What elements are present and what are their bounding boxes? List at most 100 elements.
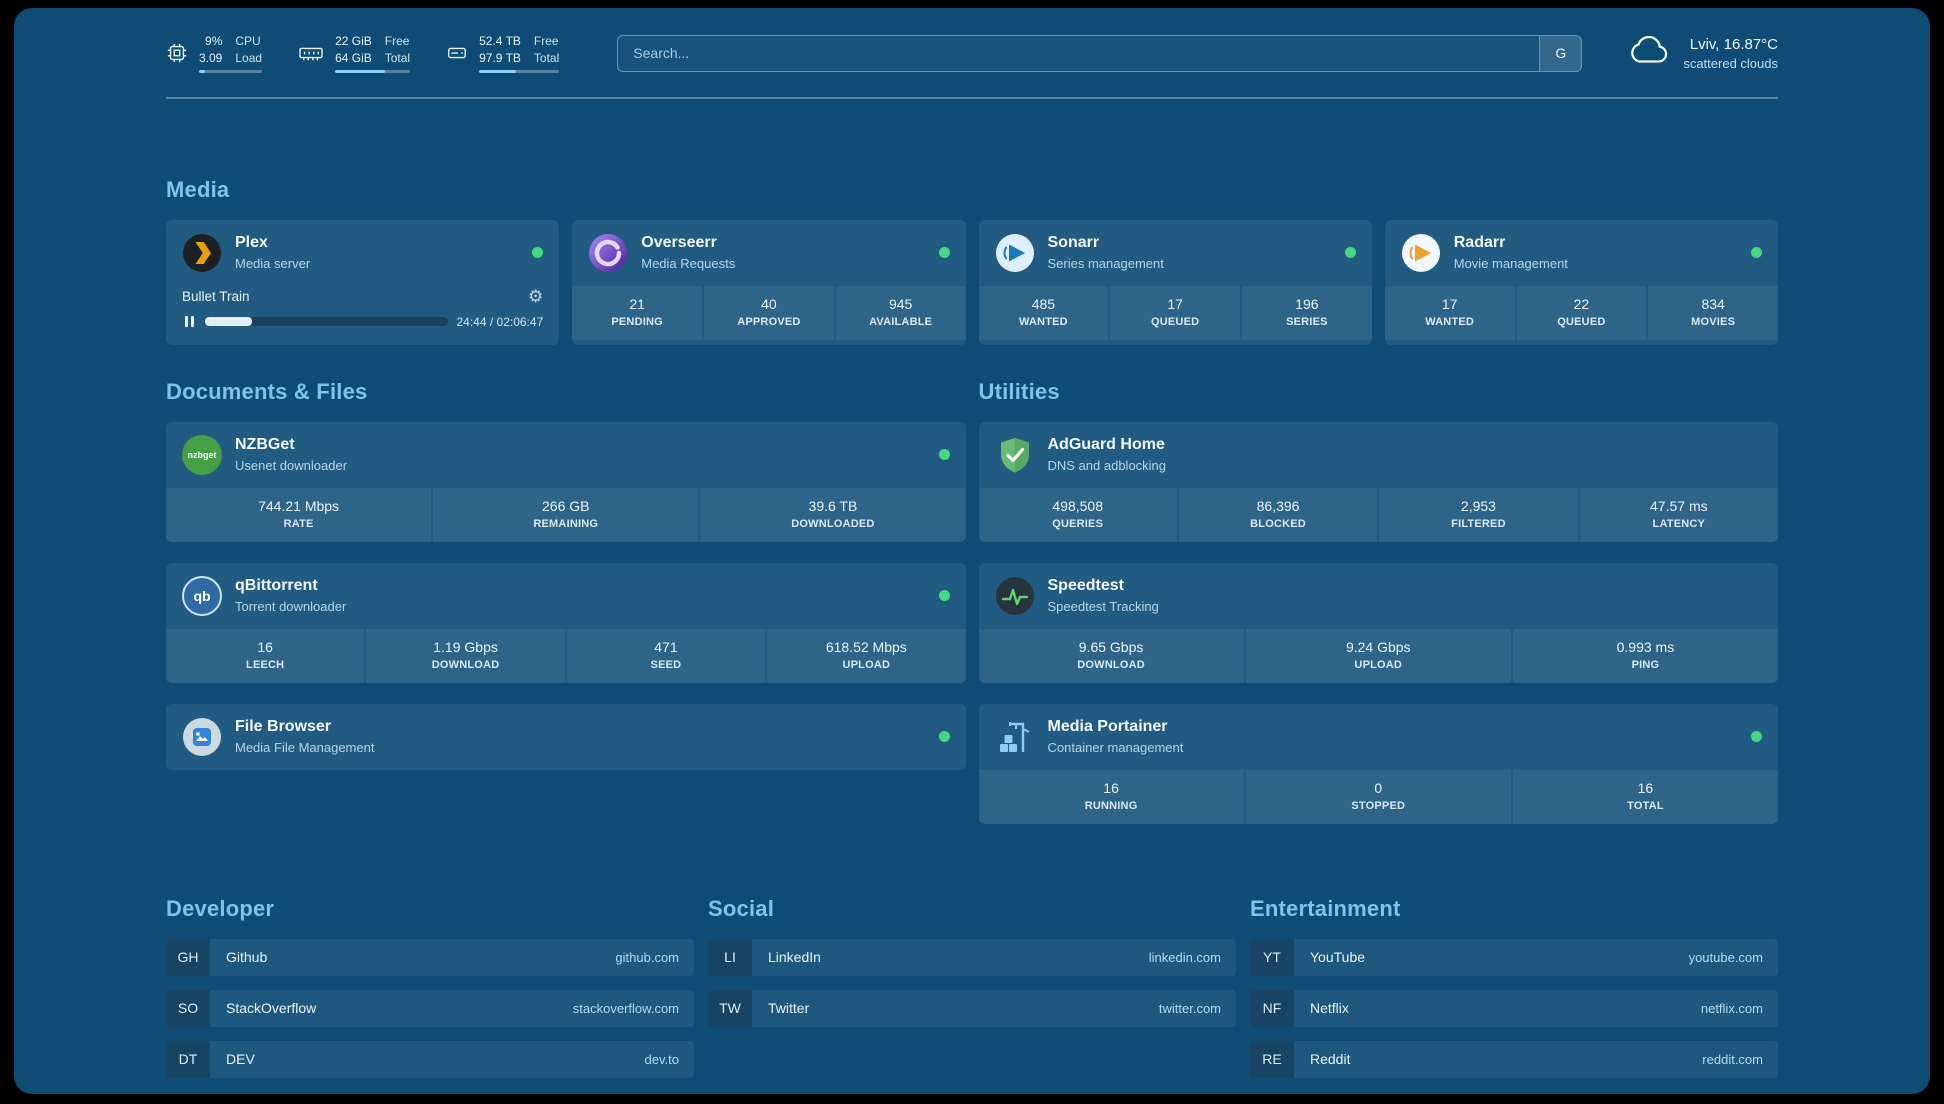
adguard-card[interactable]: AdGuard Home DNS and adblocking 498,508 … bbox=[978, 421, 1778, 542]
bookmark-domain: reddit.com bbox=[1702, 1051, 1763, 1067]
bookmark-netflix[interactable]: NF Netflix netflix.com bbox=[1250, 989, 1778, 1027]
search-provider-button[interactable]: G bbox=[1539, 35, 1582, 71]
adguard-icon bbox=[995, 435, 1035, 475]
cpu-usage-bar bbox=[199, 69, 263, 73]
stat-upload: 9.24 Gbps UPLOAD bbox=[1245, 628, 1511, 683]
bookmark-domain: stackoverflow.com bbox=[572, 1000, 679, 1016]
cpu-label: CPU bbox=[235, 34, 261, 48]
bookmark-name: Github bbox=[226, 949, 268, 966]
plex-card[interactable]: Plex Media server Bullet Train ⚙ bbox=[166, 219, 560, 345]
status-dot bbox=[1751, 247, 1762, 259]
ram-usage-bar bbox=[335, 69, 411, 73]
service-title: Speedtest bbox=[1047, 577, 1124, 595]
stat-queries: 498,508 QUERIES bbox=[978, 487, 1177, 542]
dashboard-frame: 9% 3.09 CPU Load bbox=[14, 8, 1930, 1094]
service-subtitle: Movie management bbox=[1453, 256, 1568, 272]
service-title: AdGuard Home bbox=[1047, 436, 1165, 454]
bookmark-reddit[interactable]: RE Reddit reddit.com bbox=[1250, 1040, 1778, 1078]
topbar-divider bbox=[166, 96, 1778, 99]
sonarr-card[interactable]: Sonarr Series management 485 WANTED 17 Q… bbox=[978, 219, 1372, 345]
stat-queued: 17 QUEUED bbox=[1110, 285, 1240, 340]
ram-total-label: Total bbox=[384, 51, 411, 66]
qbittorrent-card[interactable]: qb qBittorrent Torrent downloader 16 LEE… bbox=[166, 562, 966, 683]
ram-widget: 22 GiB 64 GiB Free Total bbox=[298, 34, 411, 73]
overseerr-icon bbox=[588, 233, 628, 273]
stat-approved: 40 APPROVED bbox=[704, 285, 834, 340]
system-widgets: 9% 3.09 CPU Load bbox=[166, 34, 560, 73]
utilities-heading: Utilities bbox=[978, 378, 1060, 404]
ram-free-value: 22 GiB bbox=[335, 34, 372, 48]
stat-leech: 16 LEECH bbox=[166, 628, 365, 683]
stat-wanted: 17 WANTED bbox=[1384, 285, 1515, 340]
service-title: Sonarr bbox=[1047, 234, 1100, 252]
stat-remaining: 266 GB REMAINING bbox=[433, 487, 699, 542]
stat-download: 9.65 Gbps DOWNLOAD bbox=[978, 628, 1244, 683]
service-subtitle: Media server bbox=[235, 256, 311, 272]
stat-available: 945 AVAILABLE bbox=[835, 285, 966, 340]
weather-condition: scattered clouds bbox=[1683, 55, 1778, 71]
radarr-card[interactable]: Radarr Movie management 17 WANTED 22 QUE… bbox=[1384, 219, 1778, 345]
bookmark-stackoverflow[interactable]: SO StackOverflow stackoverflow.com bbox=[166, 989, 694, 1027]
stat-upload: 618.52 Mbps UPLOAD bbox=[767, 628, 966, 683]
stat-wanted: 485 WANTED bbox=[978, 285, 1109, 340]
bookmarks-social: Social LI LinkedIn linkedin.com TW Twitt… bbox=[708, 896, 1236, 1092]
bookmark-github[interactable]: GH Github github.com bbox=[166, 938, 694, 976]
disk-widget: 52.4 TB 97.9 TB Free Total bbox=[446, 34, 560, 73]
utilities-section: Utilities bbox=[978, 378, 1778, 824]
filebrowser-card[interactable]: File Browser Media File Management bbox=[166, 703, 966, 770]
bookmark-name: LinkedIn bbox=[768, 949, 821, 966]
bookmark-domain: twitter.com bbox=[1158, 1000, 1221, 1016]
documents-section: Documents & Files nzbget NZBGet Usenet d… bbox=[166, 379, 966, 824]
cpu-load-label: Load bbox=[235, 51, 263, 66]
playback-progress-bar[interactable] bbox=[205, 317, 448, 327]
bookmark-linkedin[interactable]: LI LinkedIn linkedin.com bbox=[708, 938, 1236, 976]
bookmarks: Developer GH Github github.com SO StackO… bbox=[166, 896, 1778, 1092]
stat-filtered: 2,953 FILTERED bbox=[1379, 487, 1578, 542]
status-dot bbox=[1751, 731, 1762, 743]
dashboard-content: 9% 3.09 CPU Load bbox=[14, 8, 1930, 1092]
service-title: Overseerr bbox=[641, 234, 717, 252]
bookmark-twitter[interactable]: TW Twitter twitter.com bbox=[708, 989, 1236, 1027]
service-title: Plex bbox=[235, 234, 268, 252]
social-heading: Social bbox=[708, 895, 775, 921]
bookmark-domain: linkedin.com bbox=[1148, 949, 1221, 965]
nzbget-card[interactable]: nzbget NZBGet Usenet downloader 744.21 M… bbox=[166, 421, 966, 542]
stat-running: 16 RUNNING bbox=[978, 769, 1244, 824]
stat-movies: 834 MOVIES bbox=[1648, 285, 1778, 340]
weather-location: Lviv, 16.87°C bbox=[1689, 35, 1778, 53]
media-heading: Media bbox=[166, 176, 230, 202]
stat-seed: 471 SEED bbox=[566, 628, 766, 683]
ram-icon bbox=[298, 42, 324, 64]
portainer-card[interactable]: Media Portainer Container management 16 … bbox=[978, 703, 1778, 824]
settings-gear-icon[interactable]: ⚙ bbox=[528, 286, 544, 306]
bookmark-dev[interactable]: DT DEV dev.to bbox=[166, 1040, 694, 1078]
overseerr-card[interactable]: Overseerr Media Requests 21 PENDING 40 A… bbox=[572, 219, 966, 345]
qbittorrent-icon: qb bbox=[182, 575, 222, 616]
developer-heading: Developer bbox=[166, 895, 275, 921]
bookmark-domain: github.com bbox=[615, 949, 679, 965]
disk-free-label: Free bbox=[533, 34, 559, 48]
cpu-load-value: 3.09 bbox=[199, 51, 223, 66]
search-input[interactable] bbox=[618, 35, 1540, 71]
search-bar: G bbox=[617, 34, 1583, 72]
bookmark-abbr: YT bbox=[1250, 938, 1294, 976]
bookmark-abbr: TW bbox=[708, 989, 752, 1027]
service-subtitle: Usenet downloader bbox=[235, 458, 348, 474]
disk-total-value: 97.9 TB bbox=[479, 51, 521, 66]
speedtest-card[interactable]: Speedtest Speedtest Tracking 9.65 Gbps D… bbox=[978, 562, 1778, 683]
stat-total: 16 TOTAL bbox=[1512, 769, 1778, 824]
bookmark-youtube[interactable]: YT YouTube youtube.com bbox=[1250, 938, 1778, 976]
bookmark-domain: dev.to bbox=[644, 1051, 679, 1067]
stat-download: 1.19 Gbps DOWNLOAD bbox=[366, 628, 565, 683]
service-subtitle: Speedtest Tracking bbox=[1047, 599, 1159, 615]
cpu-percent-value: 9% bbox=[205, 34, 223, 48]
media-section: Media Plex Media server bbox=[166, 177, 1778, 345]
pause-button[interactable] bbox=[182, 315, 196, 328]
bookmark-name: Twitter bbox=[768, 1000, 810, 1017]
cloud-icon bbox=[1628, 35, 1670, 71]
status-dot bbox=[938, 590, 950, 602]
bookmark-name: Netflix bbox=[1310, 1000, 1349, 1017]
plex-now-playing: Bullet Train ⚙ 24:44 / 02:06:47 bbox=[166, 286, 559, 345]
bookmark-abbr: NF bbox=[1250, 989, 1294, 1027]
weather-widget: Lviv, 16.87°C scattered clouds bbox=[1628, 35, 1778, 71]
